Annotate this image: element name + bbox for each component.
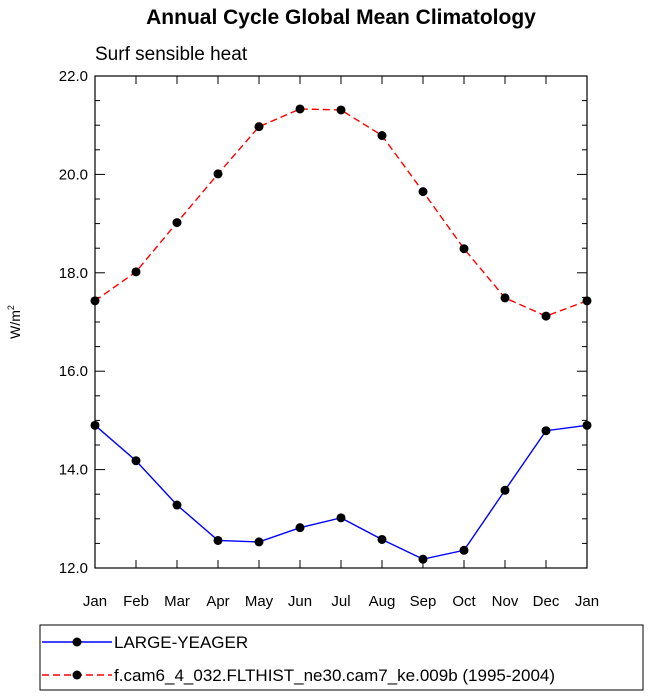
data-point: [377, 534, 387, 544]
data-point: [254, 537, 264, 547]
series-1: [90, 420, 592, 564]
svg-text:W/m2: W/m2: [6, 305, 23, 339]
y-tick-label: 12.0: [59, 560, 88, 577]
series-2: [90, 104, 592, 321]
data-point: [254, 122, 264, 132]
y-tick-label: 20.0: [59, 166, 88, 183]
x-tick-label: Apr: [206, 593, 229, 610]
y-tick-label: 22.0: [59, 68, 88, 85]
y-axis-label: W/m2: [6, 305, 23, 339]
legend-items: LARGE-YEAGER f.cam6_4_032.FLTHIST_ne30.ca…: [42, 633, 555, 685]
data-point: [131, 267, 141, 277]
axis-ticks: [94, 75, 588, 569]
x-tick-label: Mar: [164, 593, 190, 610]
plot-frame: [94, 75, 588, 569]
x-tick-label: Jan: [575, 593, 599, 610]
x-tick-label: Feb: [123, 593, 149, 610]
legend-marker: [72, 637, 82, 647]
x-tick-label: Sep: [410, 593, 437, 610]
legend: LARGE-YEAGER f.cam6_4_032.FLTHIST_ne30.ca…: [39, 624, 644, 691]
y-axis-label-superscript: 2: [6, 305, 16, 310]
y-tick-label: 16.0: [59, 363, 88, 380]
x-tick-label: Jan: [83, 593, 107, 610]
x-tick-label: Dec: [533, 593, 560, 610]
chart-subtitle: Surf sensible heat: [95, 44, 248, 65]
series-layer: [90, 104, 592, 564]
x-tick-label: May: [245, 593, 274, 610]
y-tick-label: 18.0: [59, 265, 88, 282]
data-point: [500, 293, 510, 303]
data-point: [377, 131, 387, 141]
data-point: [295, 523, 305, 533]
data-point: [336, 105, 346, 115]
data-point: [500, 485, 510, 495]
x-tick-label: Jun: [288, 593, 312, 610]
data-point: [172, 500, 182, 510]
x-tick-label: Oct: [452, 593, 476, 610]
data-point: [131, 456, 141, 466]
chart-title: Annual Cycle Global Mean Climatology: [146, 6, 536, 29]
data-point: [541, 426, 551, 436]
data-point: [172, 218, 182, 228]
legend-item-1: LARGE-YEAGER: [42, 633, 248, 652]
data-point: [582, 296, 592, 306]
y-axis-label-text: W/m: [7, 310, 23, 339]
x-tick-label: Nov: [492, 593, 519, 610]
data-point: [90, 420, 100, 430]
data-point: [418, 554, 428, 564]
data-point: [418, 187, 428, 197]
data-point: [459, 244, 469, 254]
x-tick-label: Jul: [331, 593, 350, 610]
legend-item-2: f.cam6_4_032.FLTHIST_ne30.cam7_ke.009b (…: [42, 666, 555, 685]
y-tick-labels: 12.0 14.0 16.0 18.0 20.0 22.0: [59, 68, 88, 577]
legend-label: LARGE-YEAGER: [114, 633, 248, 652]
data-point: [459, 545, 469, 555]
series-line: [94, 108, 588, 317]
legend-box: [39, 624, 644, 691]
y-tick-label: 14.0: [59, 462, 88, 479]
legend-label: f.cam6_4_032.FLTHIST_ne30.cam7_ke.009b (…: [114, 666, 555, 685]
data-point: [541, 311, 551, 321]
x-tick-label: Aug: [369, 593, 396, 610]
data-point: [213, 535, 223, 545]
legend-marker: [72, 670, 82, 680]
series-line: [94, 424, 588, 560]
data-point: [336, 513, 346, 523]
data-point: [90, 296, 100, 306]
data-point: [295, 104, 305, 114]
data-point: [582, 420, 592, 430]
x-tick-labels: Jan Feb Mar Apr May Jun Jul Aug Sep Oct Nov Dec Jan: [83, 593, 599, 610]
data-point: [213, 169, 223, 179]
